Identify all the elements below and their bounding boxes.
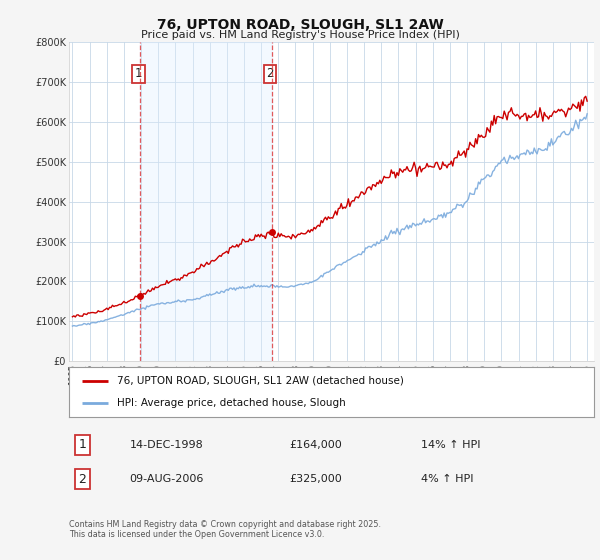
- Text: 14-DEC-1998: 14-DEC-1998: [130, 440, 203, 450]
- Text: HPI: Average price, detached house, Slough: HPI: Average price, detached house, Slou…: [118, 398, 346, 408]
- Text: 76, UPTON ROAD, SLOUGH, SL1 2AW: 76, UPTON ROAD, SLOUGH, SL1 2AW: [157, 18, 443, 32]
- Text: 2: 2: [78, 473, 86, 486]
- Text: 1: 1: [135, 67, 142, 81]
- Text: £325,000: £325,000: [290, 474, 342, 484]
- Bar: [140, 42, 272, 361]
- Text: 76, UPTON ROAD, SLOUGH, SL1 2AW (detached house): 76, UPTON ROAD, SLOUGH, SL1 2AW (detache…: [118, 376, 404, 386]
- Text: 09-AUG-2006: 09-AUG-2006: [130, 474, 204, 484]
- Text: £164,000: £164,000: [290, 440, 342, 450]
- Text: 4% ↑ HPI: 4% ↑ HPI: [421, 474, 473, 484]
- Text: 1: 1: [78, 438, 86, 451]
- Text: 14% ↑ HPI: 14% ↑ HPI: [421, 440, 480, 450]
- Text: 2: 2: [266, 67, 274, 81]
- Text: Price paid vs. HM Land Registry's House Price Index (HPI): Price paid vs. HM Land Registry's House …: [140, 30, 460, 40]
- Text: Contains HM Land Registry data © Crown copyright and database right 2025.
This d: Contains HM Land Registry data © Crown c…: [69, 520, 381, 539]
